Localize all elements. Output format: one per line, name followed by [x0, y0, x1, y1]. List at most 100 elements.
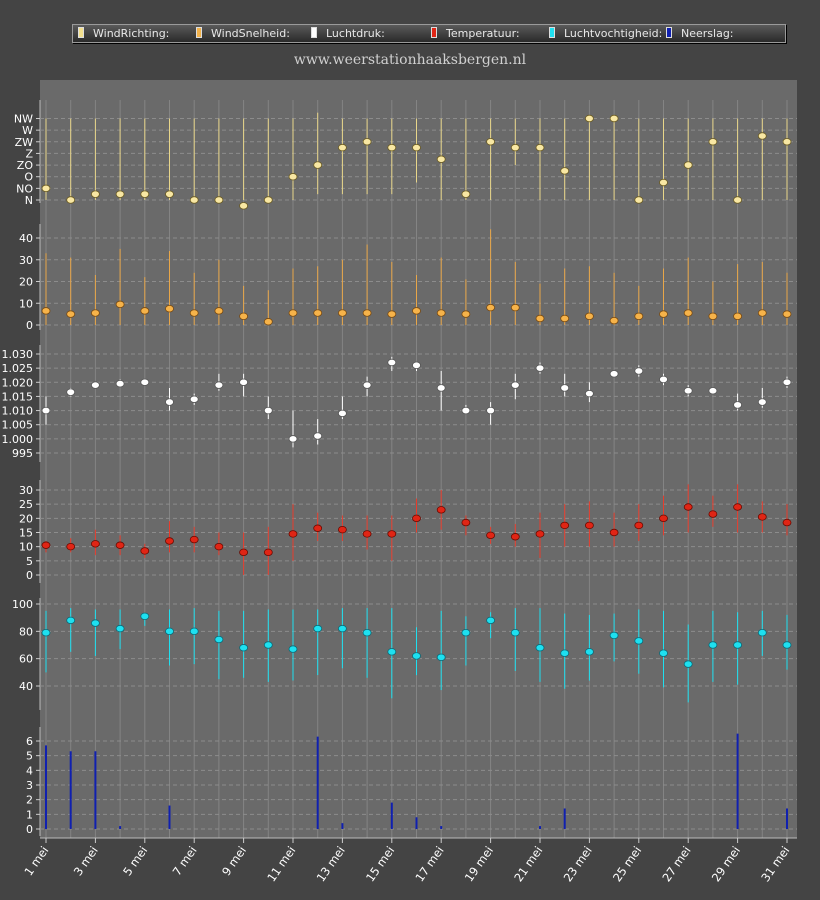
data-point: [387, 358, 397, 367]
data-point: [214, 542, 224, 551]
data-point: [387, 530, 397, 538]
data-point: [436, 155, 446, 163]
data-point: [66, 196, 76, 204]
data-point: [733, 312, 742, 320]
data-point: [659, 310, 668, 318]
data-point: [782, 641, 792, 649]
y-tick-label: 10: [19, 297, 33, 310]
y-tick-label: 0: [26, 319, 33, 332]
data-point: [337, 525, 347, 534]
legend-item-3: Temperatuur:: [431, 25, 520, 42]
data-point: [387, 310, 397, 318]
data-point: [486, 406, 496, 415]
y-tick-label: 1.010: [2, 405, 34, 418]
data-point: [733, 641, 742, 649]
data-point: [510, 629, 520, 637]
data-point: [683, 387, 693, 395]
data-point: [510, 303, 520, 312]
x-tick-label: 17 mei: [412, 844, 446, 885]
data-point: [461, 310, 471, 318]
data-point: [362, 629, 372, 637]
data-point: [609, 114, 619, 123]
data-point: [634, 196, 644, 204]
data-point: [41, 184, 51, 193]
legend-swatch: [311, 27, 317, 38]
data-point: [412, 652, 421, 660]
y-tick-label: ZW: [15, 136, 34, 149]
y-tick-label: 5: [26, 555, 33, 568]
legend-item-0: WindRichting:: [78, 25, 169, 42]
data-point: [41, 629, 51, 637]
data-point: [708, 138, 718, 146]
y-tick-label: NW: [14, 113, 33, 126]
data-point: [66, 310, 76, 318]
legend-item-5: Neerslag:: [666, 25, 734, 42]
data-point: [140, 378, 150, 386]
plot-background: [40, 80, 797, 838]
data-point: [189, 627, 199, 636]
data-point: [362, 309, 372, 317]
x-tick-label: 25 mei: [610, 844, 644, 885]
x-tick-label: 23 mei: [561, 844, 595, 885]
data-point: [263, 548, 273, 557]
data-point: [535, 644, 545, 652]
data-point: [288, 530, 298, 538]
x-tick-label: 11 mei: [264, 844, 298, 885]
data-point: [387, 648, 397, 656]
y-tick-label: 30: [19, 254, 33, 267]
x-tick-label: 27 mei: [659, 844, 693, 885]
data-point: [609, 631, 619, 640]
data-point: [165, 190, 174, 198]
data-point: [337, 624, 347, 633]
data-point: [288, 309, 298, 317]
data-point: [634, 637, 644, 645]
data-point: [585, 648, 594, 656]
y-tick-label: 20: [19, 276, 33, 289]
y-tick-label: 1.015: [2, 390, 34, 403]
y-tick-label: 10: [19, 541, 33, 554]
data-point: [585, 114, 594, 123]
data-point: [115, 190, 125, 198]
x-tick-label: 5 mei: [120, 844, 150, 879]
data-point: [66, 616, 76, 625]
data-point: [165, 537, 174, 545]
data-point: [288, 435, 298, 443]
data-point: [535, 143, 545, 152]
data-point: [263, 318, 273, 326]
data-point: [412, 143, 421, 152]
y-tick-label: 5: [26, 750, 33, 763]
y-tick-label: Z: [25, 147, 33, 160]
y-tick-label: 100: [12, 598, 33, 611]
y-tick-label: 0: [26, 823, 33, 836]
x-tick-label: 31 mei: [758, 844, 792, 885]
legend-swatch: [78, 27, 84, 38]
legend: WindRichting: WindSnelheid: Luchtdruk: Temp…: [72, 24, 786, 43]
y-tick-label: ZO: [17, 159, 34, 172]
data-point: [41, 406, 51, 415]
y-tick-label: 25: [19, 498, 33, 511]
data-point: [757, 132, 767, 140]
data-point: [461, 518, 471, 527]
data-point: [560, 521, 570, 530]
y-tick-label: 40: [19, 680, 33, 693]
data-point: [165, 627, 174, 636]
data-point: [757, 513, 767, 521]
data-point: [733, 401, 742, 409]
data-point: [412, 514, 421, 523]
y-tick-label: 2: [26, 794, 33, 807]
legend-label: Neerslag:: [681, 27, 734, 40]
y-tick-label: 0: [26, 569, 33, 582]
data-point: [214, 196, 224, 204]
data-point: [91, 309, 100, 317]
data-point: [585, 521, 594, 530]
site-title: www.weerstationhaaksbergen.nl: [293, 52, 527, 68]
data-point: [683, 660, 693, 668]
y-tick-label: O: [24, 171, 33, 184]
legend-swatch: [196, 27, 202, 38]
data-point: [387, 143, 397, 152]
data-point: [66, 542, 76, 551]
data-point: [66, 388, 76, 396]
data-point: [535, 530, 545, 538]
data-point: [461, 629, 471, 637]
data-point: [585, 312, 594, 320]
